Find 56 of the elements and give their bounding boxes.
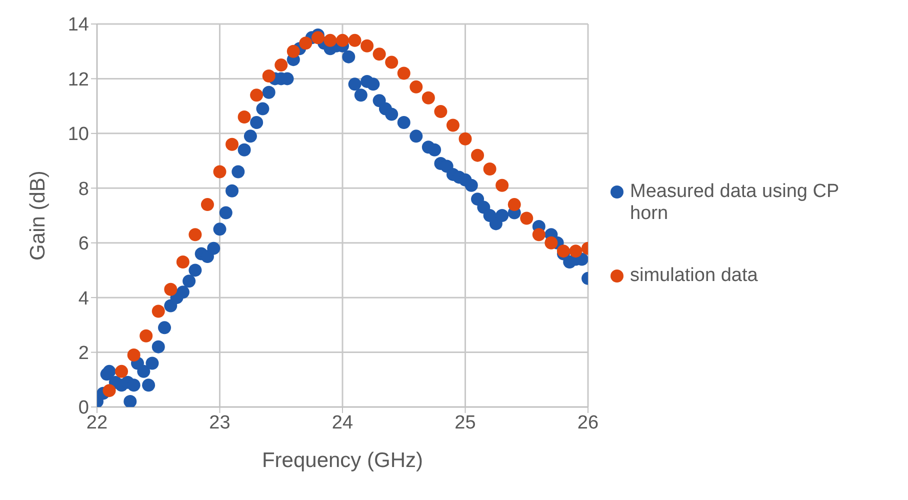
point — [508, 198, 521, 212]
point — [458, 132, 472, 146]
point — [496, 178, 509, 192]
point — [422, 91, 435, 104]
point — [446, 118, 460, 132]
point — [544, 236, 558, 250]
point — [336, 34, 349, 47]
y-tick-label: 10 — [68, 124, 89, 146]
point — [471, 148, 484, 162]
point — [115, 364, 128, 378]
y-tick-label: 12 — [68, 69, 89, 90]
point — [127, 348, 140, 362]
y-tick-label: 6 — [78, 234, 89, 255]
x-axis-title: Frequency (GHz) — [262, 449, 424, 472]
point — [176, 256, 190, 269]
x-tick-label: 24 — [332, 412, 354, 434]
legend-label: simulation data — [630, 265, 758, 287]
point — [410, 80, 423, 94]
point — [385, 56, 398, 69]
point — [483, 162, 496, 176]
x-tick-label: 25 — [454, 412, 476, 434]
point — [311, 31, 324, 44]
point — [152, 304, 165, 318]
point — [188, 228, 202, 242]
point — [397, 66, 410, 80]
point — [520, 212, 534, 225]
y-tick-label: 0 — [78, 398, 89, 419]
point — [250, 88, 264, 102]
x-tick-label: 22 — [86, 412, 108, 434]
y-tick-label: 14 — [68, 14, 90, 36]
point — [569, 244, 582, 258]
x-tick-label: 26 — [577, 412, 599, 434]
legend-label: Measured data using CP horn — [630, 181, 840, 225]
point — [238, 110, 251, 124]
point — [226, 138, 239, 151]
point — [164, 282, 178, 296]
point — [556, 244, 570, 258]
point — [274, 58, 288, 72]
point — [299, 36, 312, 50]
point — [213, 165, 226, 178]
point — [434, 105, 448, 118]
point — [200, 198, 214, 212]
point — [140, 329, 153, 342]
point — [262, 69, 276, 82]
point — [532, 228, 546, 242]
point — [324, 34, 337, 47]
point — [102, 384, 116, 398]
y-tick-label: 8 — [78, 178, 89, 200]
point — [286, 44, 300, 58]
y-tick-label: 2 — [78, 343, 89, 364]
point — [360, 39, 374, 52]
point — [372, 48, 386, 61]
y-axis-title: Gain (dB) — [26, 170, 50, 260]
y-tick-label: 4 — [78, 288, 90, 310]
point — [348, 34, 362, 47]
x-tick-label: 23 — [209, 412, 230, 434]
